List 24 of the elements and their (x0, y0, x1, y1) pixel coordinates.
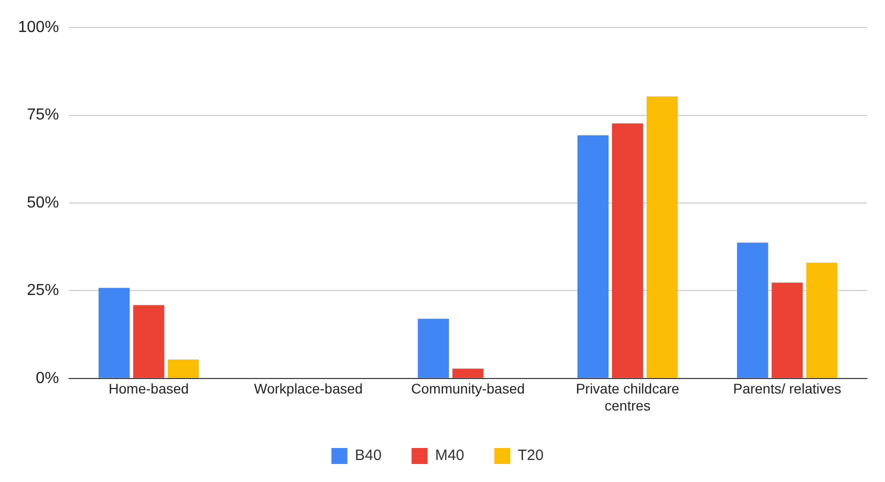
y-tick-label: 0% (36, 370, 59, 387)
legend-label: T20 (518, 447, 544, 464)
y-tick-label: 75% (26, 106, 59, 124)
bar (98, 288, 130, 378)
bar (168, 359, 199, 378)
x-tick-label: Workplace-based (254, 380, 363, 397)
bar (577, 135, 609, 378)
bar (452, 368, 484, 378)
y-tick-label: 25% (26, 282, 59, 300)
bar (418, 318, 449, 378)
y-tick-label: 50% (26, 194, 59, 212)
bar (646, 96, 678, 378)
bar (133, 305, 164, 378)
x-tick-label: Parents/ relatives (733, 380, 842, 397)
y-tick-label: 100% (18, 19, 59, 36)
legend-label: B40 (354, 447, 382, 464)
bar (737, 242, 768, 378)
bar (806, 262, 838, 378)
x-tick-label: Home-based (108, 380, 189, 397)
x-tick-label: Community-based (411, 380, 525, 397)
bar (612, 123, 644, 378)
bar (772, 282, 803, 378)
x-tick-label: Private childcare centres (576, 380, 680, 414)
legend-label: M40 (435, 447, 464, 464)
